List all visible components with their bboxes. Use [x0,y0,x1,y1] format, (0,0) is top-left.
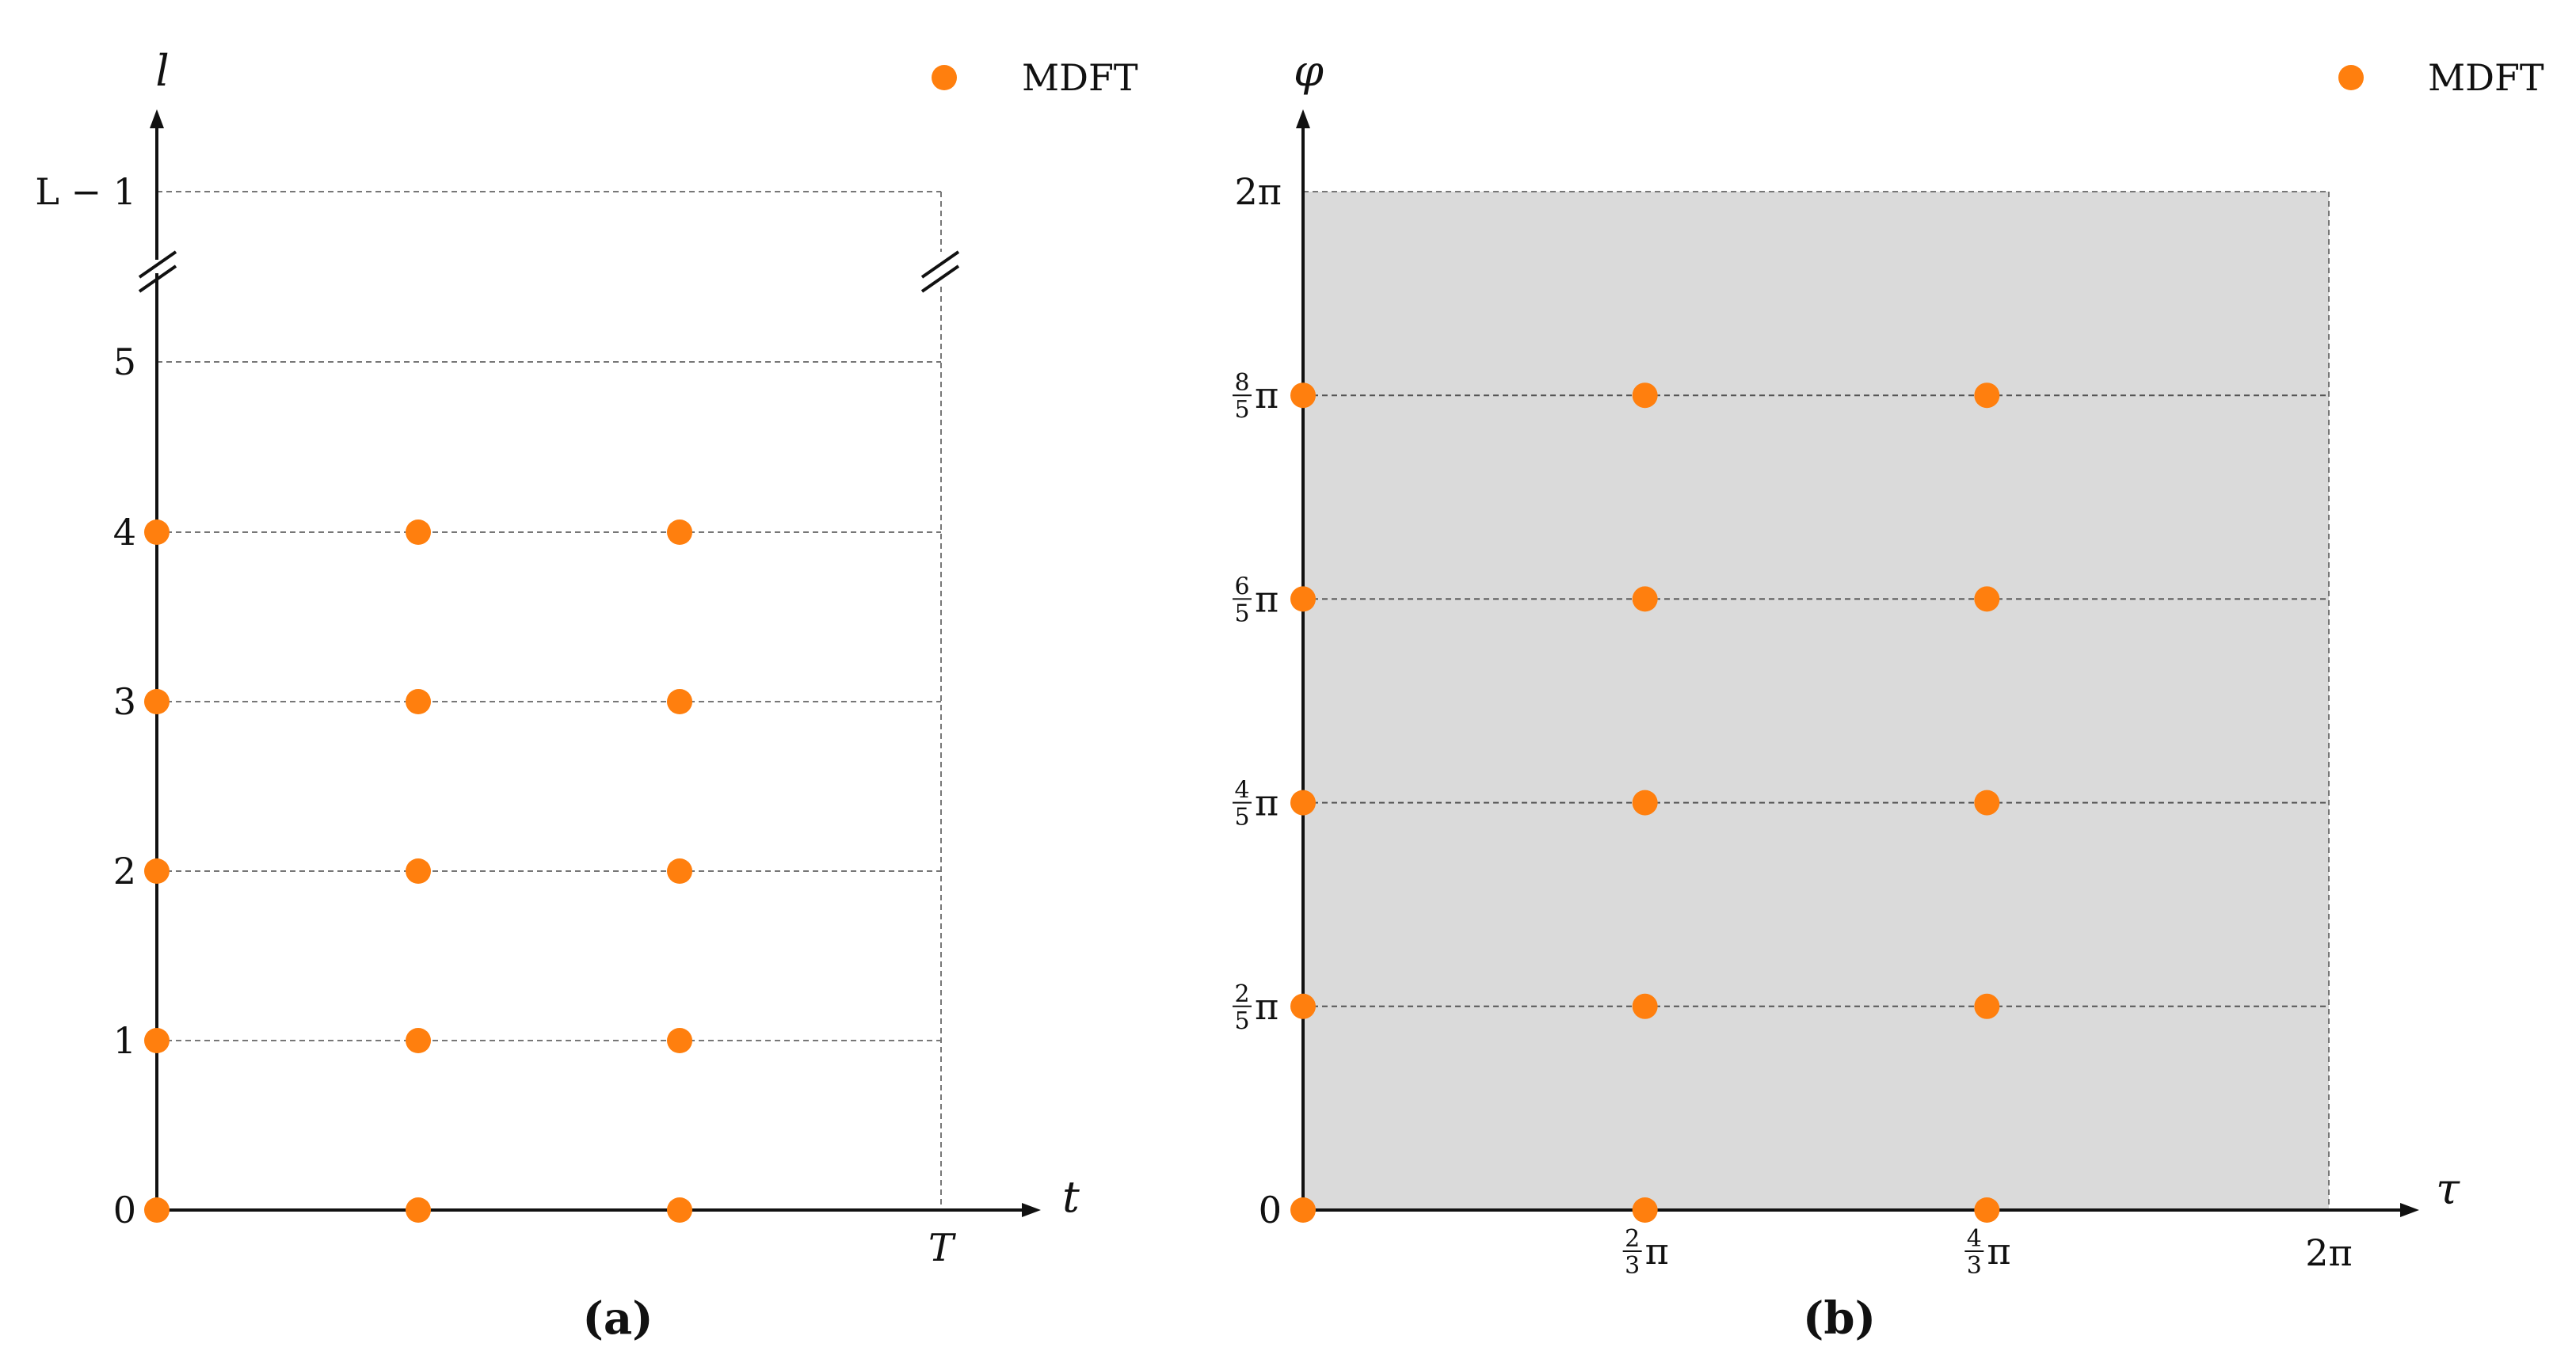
data-point-b [1290,382,1316,409]
y-tick-label-a: 1 [113,1019,136,1062]
y-tick-label-a: 4 [113,511,136,554]
y-tick-numerator-b: 2 [1234,980,1249,1008]
x-axis-label-b: τ [2436,1164,2460,1214]
data-point-a [406,689,431,714]
x-tick-label-b: 2π [2305,1231,2353,1274]
y-tick-numerator-b: 6 [1234,573,1249,600]
x-tick-denominator-b: 3 [1967,1252,1982,1280]
x-tick-label-b: 0 [1259,1189,1282,1231]
data-point-b [1974,790,2000,816]
y-tick-label-b: 0 [1259,1189,1282,1231]
legend-label-b: MDFT [2428,56,2544,99]
y-tick-numerator-b: 8 [1234,369,1249,397]
x-axis-label-a: t [1062,1172,1080,1222]
y-tick-denominator-b: 5 [1234,599,1249,627]
data-point-b [1632,1197,1658,1223]
panel-label-a: (a) [582,1292,653,1345]
y-tick-pi-b: π [1255,374,1278,417]
y-axis-b-arrow [1296,109,1310,128]
y-axis-a-arrow [150,109,164,128]
data-point-b [1974,1197,2000,1223]
data-point-a [406,1197,431,1223]
y-tick-denominator-b: 5 [1234,804,1249,832]
axis-break-mark [138,250,177,279]
y-tick-label-b: 2π [1235,170,1282,213]
legend-marker-a [932,65,957,90]
legend-marker-b [2338,65,2364,90]
y-tick-denominator-b: 5 [1234,396,1249,424]
data-point-a [144,689,170,714]
data-point-a [406,519,431,545]
y-tick-label-a: 2 [113,850,136,892]
data-point-b [1632,993,1658,1019]
y-axis-label-b: φ [1294,46,1324,96]
shaded-region [1303,192,2329,1210]
data-point-b [1974,586,2000,612]
y-axis-label-a: l [155,46,169,96]
data-point-b [1632,790,1658,816]
data-point-b [1974,382,2000,409]
data-point-b [1974,993,2000,1019]
data-point-b [1290,790,1316,816]
data-point-a [667,858,692,884]
x-tick-label-a: T [928,1226,956,1270]
data-point-a [667,519,692,545]
data-point-a [667,1197,692,1223]
data-point-b [1290,586,1316,612]
x-tick-pi-b: π [1987,1230,2010,1273]
y-tick-pi-b: π [1255,577,1278,620]
x-tick-pi-b: π [1645,1230,1669,1273]
data-point-a [667,689,692,714]
x-tick-denominator-b: 3 [1625,1252,1640,1280]
data-point-a [144,858,170,884]
data-point-b [1632,382,1658,409]
y-tick-pi-b: π [1255,985,1278,1028]
x-tick-numerator-b: 2 [1625,1225,1640,1253]
axis-break-mark [920,264,960,293]
y-tick-pi-b: π [1255,782,1278,824]
y-tick-label-a: 5 [113,341,136,383]
legend-label-a: MDFT [1022,56,1138,99]
data-point-b [1632,586,1658,612]
x-axis-a-arrow [1022,1203,1041,1217]
data-point-a [144,519,170,545]
data-point-a [144,1028,170,1053]
data-point-a [667,1028,692,1053]
data-point-b [1290,1197,1316,1223]
y-tick-label-a: 3 [113,680,136,723]
panel-label-b: (b) [1803,1292,1876,1345]
data-point-a [406,858,431,884]
y-tick-denominator-b: 5 [1234,1007,1249,1035]
data-point-a [144,1197,170,1223]
y-tick-numerator-b: 4 [1234,777,1249,805]
y-tick-label-a: 0 [113,1189,136,1231]
data-point-b [1290,993,1316,1019]
axis-break-mark [920,250,960,279]
data-point-a [406,1028,431,1053]
x-axis-b-arrow [2400,1203,2419,1217]
y-tick-label-a: L − 1 [35,170,136,213]
x-tick-numerator-b: 4 [1967,1225,1982,1253]
